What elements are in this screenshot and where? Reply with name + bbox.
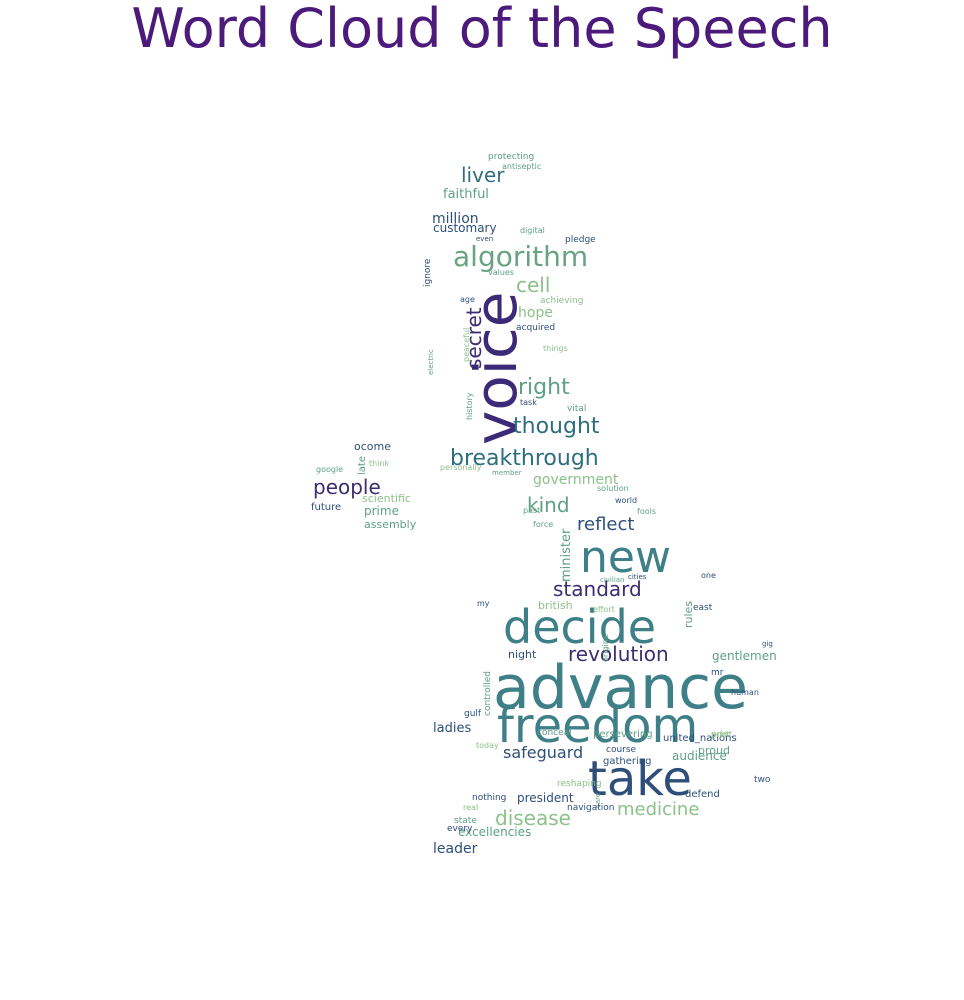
cloud-word: assembly [364, 518, 417, 531]
cloud-word: defend [685, 789, 720, 800]
cloud-word: gathering [603, 756, 651, 767]
cloud-word: gentlemen [712, 649, 777, 663]
cloud-word: values [488, 268, 514, 277]
cloud-word: real [463, 803, 478, 812]
cloud-word: advance [493, 653, 748, 723]
cloud-word: freedom [497, 698, 698, 754]
cloud-word: print [711, 730, 733, 740]
cloud-word: secret [462, 307, 486, 369]
cloud-word: gulf [464, 709, 482, 719]
cloud-word: persevering [593, 729, 653, 740]
cloud-word: reshaping [557, 779, 602, 789]
cloud-word: world [615, 496, 637, 505]
cloud-word: million [432, 211, 479, 227]
cloud-word: disease [495, 806, 571, 830]
cloud-word: medicine [617, 799, 699, 820]
cloud-word: origine [601, 634, 610, 662]
cloud-word: new [580, 532, 671, 583]
cloud-word: right [518, 375, 570, 400]
cloud-word: gig [762, 640, 773, 648]
cloud-word: things [543, 344, 568, 353]
cloud-word: cell [516, 273, 550, 297]
cloud-word: member [492, 469, 522, 477]
cloud-word: people [313, 475, 381, 499]
cloud-word: two [754, 775, 771, 785]
cloud-word: state [454, 816, 477, 826]
cloud-word: digital [520, 226, 545, 235]
cloud-word: algorithm [453, 240, 588, 273]
cloud-word: conceal [537, 728, 572, 738]
cloud-word: solution [597, 484, 629, 493]
cloud-word: even [476, 235, 493, 243]
cloud-word: protecting [488, 152, 534, 162]
cloud-word: acquired [516, 323, 555, 333]
cloud-word: peaceful [462, 328, 471, 362]
cloud-word: google [316, 465, 343, 474]
cloud-word: reflect [577, 514, 634, 535]
cloud-word: course [606, 745, 637, 755]
cloud-word: my [477, 599, 490, 608]
cloud-word: mr [711, 668, 724, 678]
cloud-word: human [731, 688, 759, 697]
cloud-word: ladies [433, 721, 471, 736]
cloud-word: late [357, 456, 368, 475]
cloud-word: minister [559, 528, 574, 582]
cloud-word: print [711, 730, 730, 739]
cloud-word: audience [672, 749, 727, 763]
cloud-word: history [465, 392, 474, 420]
cloud-word: government [533, 472, 619, 488]
cloud-word: controlled [483, 671, 493, 716]
cloud-word: ocome [354, 440, 391, 453]
cloud-word: one [701, 571, 716, 580]
cloud-word: thought [513, 414, 600, 439]
cloud-word: leader [433, 841, 478, 857]
cloud-word: rules [682, 601, 695, 628]
cloud-word: excellencies [458, 825, 531, 839]
cloud-word: faithful [443, 187, 489, 202]
cloud-word: every [447, 824, 473, 834]
cloud-word: breakthrough [450, 446, 599, 471]
cloud-word: safeguard [503, 743, 583, 762]
cloud-word: force [533, 520, 553, 529]
cloud-word: today [476, 741, 499, 750]
cloud-word: personally [440, 463, 482, 472]
cloud-word: navigation [567, 803, 615, 813]
cloud-word: future [311, 502, 341, 513]
cloud-word: cities [628, 573, 647, 581]
cloud-word: past [523, 506, 540, 515]
cloud-word: standard [553, 577, 642, 601]
cloud-word: east [693, 603, 713, 613]
cloud-word: nothing [472, 793, 506, 803]
cloud-word: age [460, 295, 475, 304]
cloud-word: civilian [600, 576, 625, 584]
cloud-word: british [538, 599, 573, 612]
cloud-word: electric [427, 349, 435, 375]
cloud-word: pledge [565, 235, 596, 245]
cloud-word: take [588, 751, 692, 807]
cloud-word: think [369, 459, 390, 468]
cloud-word: task [520, 398, 537, 407]
cloud-word: decide [503, 600, 656, 654]
cloud-word: liver [461, 163, 505, 187]
cloud-word: effort [593, 605, 615, 614]
cloud-word: proud [698, 744, 730, 757]
cloud-word: care [594, 793, 602, 808]
cloud-word: president [517, 791, 574, 805]
chart-title: Word Cloud of the Speech [131, 0, 833, 60]
cloud-word: prime [364, 504, 399, 518]
cloud-word: scientific [362, 492, 411, 505]
cloud-word: night [508, 648, 537, 661]
cloud-word: achieving [540, 296, 583, 306]
cloud-word: kind [527, 493, 570, 517]
cloud-word: antiseptic [502, 162, 541, 171]
cloud-word: voice [462, 292, 530, 446]
cloud-word: ignore [423, 258, 433, 287]
cloud-word: vital [567, 404, 586, 414]
cloud-word: revolution [568, 642, 669, 666]
cloud-word: fools [637, 507, 656, 516]
cloud-word: united_nations [663, 733, 737, 744]
cloud-word: customary [433, 221, 497, 235]
cloud-word: hope [518, 305, 553, 321]
